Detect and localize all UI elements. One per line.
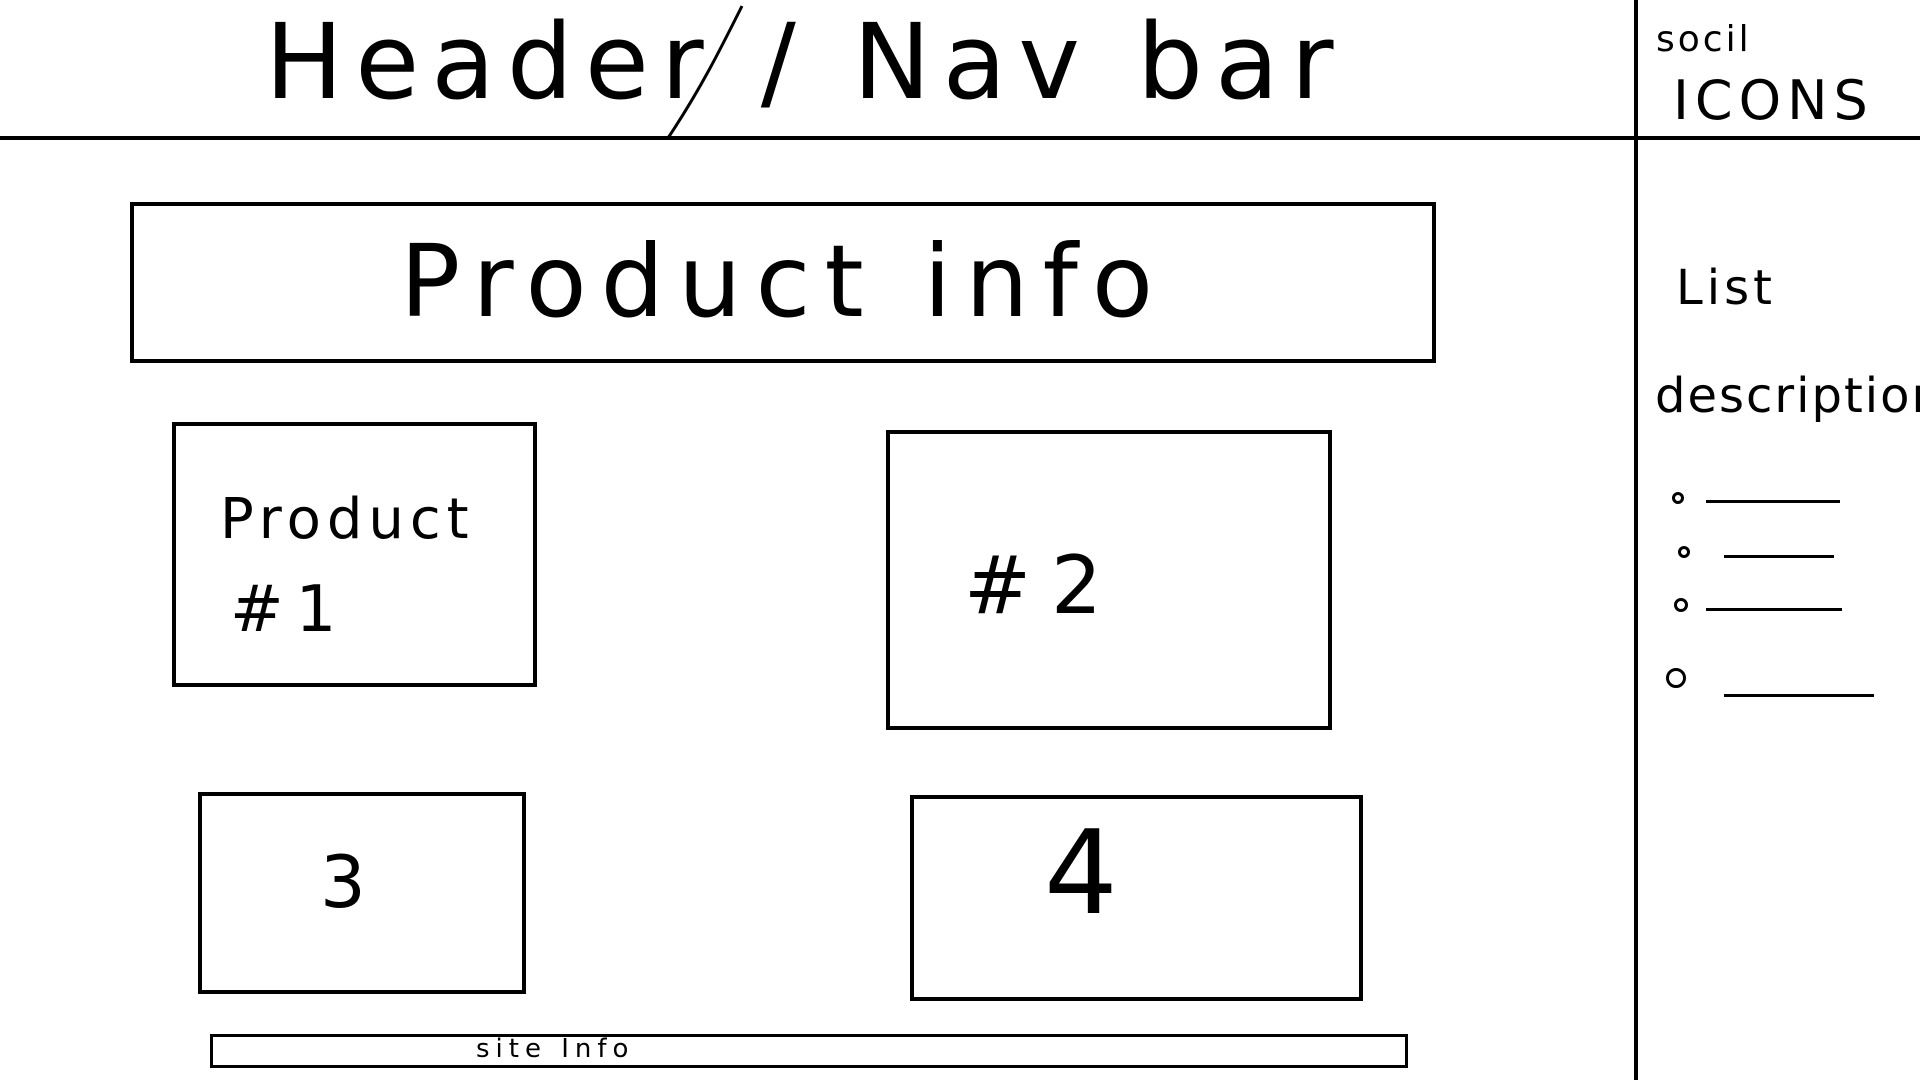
product-2-label: #2 [964, 539, 1122, 632]
bullet-dot-icon [1674, 598, 1688, 612]
product-info-label: Product info [400, 223, 1168, 340]
product-4-label: 4 [1044, 806, 1120, 941]
bullet-dot-icon [1666, 668, 1686, 688]
sidebar-list-label: List [1676, 260, 1776, 316]
product-1-label-line-2: #1 [230, 573, 349, 647]
site-info-footer-box [210, 1034, 1408, 1068]
bullet-dot-icon [1678, 546, 1690, 558]
product-1-box [172, 422, 537, 687]
bullet-placeholder-line [1706, 500, 1840, 503]
bullet-placeholder-line [1706, 608, 1842, 611]
bullet-placeholder-line [1724, 694, 1874, 697]
header-slash-stroke [666, 5, 744, 139]
product-3-box [198, 792, 526, 994]
bullet-placeholder-line [1724, 555, 1834, 558]
product-info-box [130, 202, 1436, 363]
sidebar-descriptions-label: descriptions [1655, 368, 1920, 424]
product-3-label: 3 [320, 840, 368, 924]
product-2-box [886, 430, 1332, 730]
site-info-label: site Info [476, 1034, 635, 1064]
social-icons-label-line-2: ICONS [1673, 69, 1874, 132]
product-4-box [910, 795, 1363, 1001]
bullet-dot-icon [1672, 492, 1684, 504]
header-nav-bar-label: Header / Nav bar [265, 1, 1346, 123]
social-icons-label-line-1: socil [1656, 19, 1752, 60]
product-1-label-line-1: Product [220, 487, 475, 552]
